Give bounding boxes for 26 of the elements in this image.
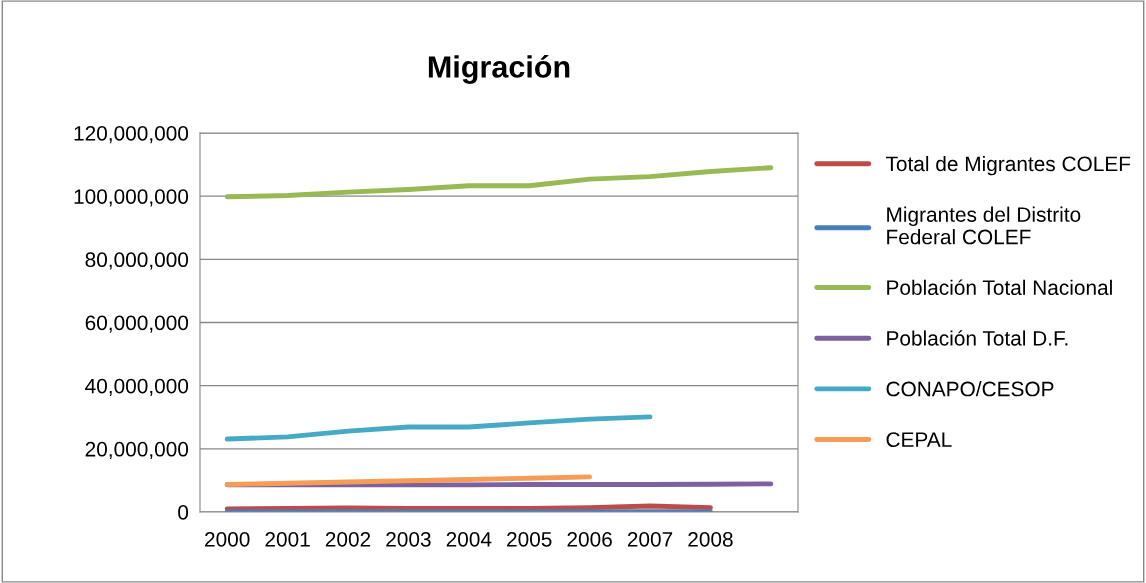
line-series [224, 414, 653, 442]
x-tick-label: 2002 [325, 531, 371, 547]
legend-label: Población Total Nacional [887, 279, 1112, 296]
y-tick-label: 120,000,000 [74, 126, 189, 144]
x-tick-label: 2007 [627, 531, 673, 547]
legend-label: Migrantes del Distrito Federal COLEF [887, 206, 1081, 245]
chart-title: Migración [428, 55, 570, 84]
legend-label: Población Total D.F. [887, 330, 1068, 346]
x-tick-label: 2005 [507, 531, 552, 547]
y-tick-label: 60,000,000 [85, 315, 189, 333]
x-tick-label: 2004 [446, 531, 492, 547]
x-tick-label: 2008 [688, 531, 733, 547]
y-tick-label: 100,000,000 [74, 189, 189, 207]
line-series [224, 165, 774, 200]
y-tick-label: 20,000,000 [85, 441, 189, 460]
x-tick-label: 2003 [386, 531, 431, 547]
x-tick-label: 2000 [205, 531, 250, 547]
y-tick-label: 80,000,000 [85, 252, 189, 270]
legend-label: Total de Migrantes COLEF [885, 155, 1131, 176]
y-tick-label: 40,000,000 [85, 378, 189, 396]
legend-label: CEPAL [886, 432, 952, 448]
x-tick-label: 2001 [265, 531, 310, 547]
legend-label: CONAPO/CESOP [886, 381, 1054, 397]
x-tick-label: 2006 [567, 531, 612, 547]
line-series [224, 474, 593, 487]
y-tick-label: 0 [178, 505, 189, 520]
